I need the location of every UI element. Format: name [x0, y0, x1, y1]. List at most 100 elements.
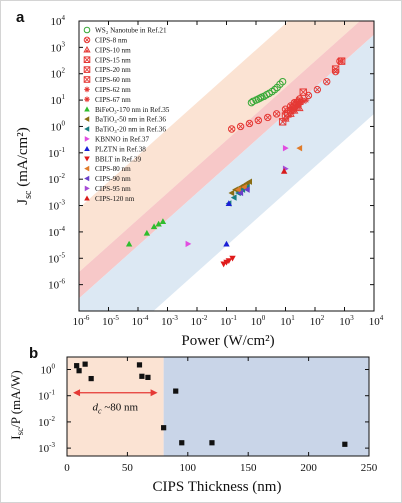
- data-point: [125, 240, 133, 247]
- panel-label-b: b: [29, 345, 38, 362]
- legend-entry: CIPS-67 nm: [84, 96, 131, 104]
- legend-entry: WS₂ Nanotube in Ref.21: [83, 27, 167, 35]
- legend-entry: BaTiO₃-50 nm in Ref.36: [84, 116, 166, 124]
- y-axis-title-b: Isc/P (mA/W): [8, 370, 25, 440]
- x-tick-label: 102: [310, 314, 325, 328]
- data-point: [313, 85, 322, 94]
- legend-marker: [84, 146, 90, 152]
- legend-label: CIPS-90 nm: [95, 175, 131, 183]
- y-tick-label: 10-5: [48, 251, 65, 265]
- data-point: [145, 374, 151, 380]
- data-point: [254, 116, 263, 125]
- data-point: [88, 375, 94, 382]
- y-tick-label: 104: [51, 14, 66, 28]
- data-point: [136, 362, 143, 368]
- legend-marker: [83, 66, 91, 73]
- legend-entry: CIPS-80 nm: [84, 165, 131, 173]
- legend-marker: [84, 136, 90, 142]
- legend-label: BBLT in Ref.39: [95, 155, 142, 163]
- legend-label: BaTiO₃-20 nm in Ref.36: [95, 126, 166, 134]
- legend-entry: BiFeO₃-170 nm in Ref.35: [84, 106, 170, 114]
- legend-marker: [83, 56, 91, 64]
- legend-entry: CIPS-120 nm: [84, 195, 135, 203]
- x-tick-label: 10-2: [191, 314, 208, 328]
- legend-entry: CIPS-20 nm: [83, 66, 131, 74]
- legend-label: CIPS-20 nm: [95, 66, 131, 74]
- x-tick-label: 50: [122, 462, 134, 474]
- legend-entry: CIPS-62 nm: [84, 86, 131, 94]
- x-tick-label: 101: [280, 314, 295, 328]
- legend-label: CIPS-15 nm: [95, 56, 131, 64]
- legend-entry: CIPS-90 nm: [84, 175, 131, 183]
- y-tick-label: 10-1: [48, 146, 65, 160]
- panel-label-a: a: [16, 9, 25, 26]
- y-tick-label: 102: [51, 67, 66, 81]
- legend-entry: CIPS-15 nm: [83, 56, 131, 64]
- data-point: [173, 388, 179, 394]
- data-point: [229, 255, 236, 262]
- legend-marker: [84, 126, 90, 132]
- data-point: [278, 77, 287, 86]
- data-point: [223, 240, 230, 247]
- data-point: [270, 85, 279, 94]
- data-point: [225, 200, 233, 207]
- y-tick-label: 10-4: [48, 225, 65, 239]
- y-tick-label: 10-2: [48, 172, 65, 186]
- legend-entry: PLZTN in Ref.38: [84, 145, 146, 153]
- legend-label: WS₂ Nanotube in Ref.21: [95, 27, 167, 35]
- y-tick-label: 10-6: [48, 278, 65, 292]
- data-point: [179, 440, 185, 446]
- x-tick-label: 10-3: [161, 314, 178, 328]
- legend-label: CIPS-60 nm: [95, 76, 131, 84]
- legend-label: CIPS-120 nm: [95, 195, 135, 203]
- legend-entry: BaTiO₃-20 nm in Ref.36: [84, 126, 166, 134]
- data-point: [243, 186, 250, 193]
- legend-marker: [83, 36, 91, 44]
- x-tick-label: 10-6: [73, 314, 90, 328]
- y-tick-label: 103: [51, 40, 66, 54]
- data-point: [337, 57, 346, 65]
- critical-thickness-label: dc ~80 nm: [93, 402, 139, 416]
- legend-label: PLZTN in Ref.38: [95, 145, 146, 153]
- data-point: [282, 144, 289, 152]
- data-point: [237, 189, 244, 197]
- x-tick-label: 104: [369, 314, 384, 328]
- data-point: [225, 258, 233, 265]
- data-point: [331, 65, 340, 73]
- legend-label: CIPS-95 nm: [95, 185, 131, 193]
- data-point: [76, 368, 82, 374]
- legend-marker: [84, 86, 90, 93]
- y-tick-label: 10-2: [38, 415, 55, 429]
- legend-label: CIPS-67 nm: [95, 96, 131, 104]
- data-point: [159, 218, 167, 224]
- data-point: [155, 220, 162, 227]
- data-point: [246, 178, 253, 185]
- legend-entry: CIPS-60 nm: [83, 76, 131, 84]
- legend-entry: BBLT in Ref.39: [84, 155, 142, 163]
- data-point: [296, 100, 303, 108]
- x-tick-label: 0: [64, 462, 70, 474]
- legend-marker: [84, 195, 90, 201]
- data-point: [296, 144, 303, 152]
- legend-marker: [84, 106, 90, 112]
- legend-label: CIPS-80 nm: [95, 165, 131, 173]
- region-2: [163, 357, 369, 456]
- region-1: [67, 357, 164, 456]
- x-axis-title-b: CIPS Thickness (nm): [153, 479, 282, 495]
- data-point: [185, 240, 192, 248]
- legend-label: CIPS-10 nm: [95, 46, 131, 54]
- data-point: [74, 363, 80, 369]
- legend-marker: [84, 175, 90, 182]
- band-region-1: [79, 21, 360, 273]
- legend-label: KBNNO in Ref.37: [95, 136, 150, 144]
- x-axis-title-a: Power (W/cm²): [181, 333, 274, 349]
- legend-entry: CIPS-10 nm: [83, 45, 131, 54]
- data-point: [323, 77, 331, 86]
- data-point: [280, 168, 288, 174]
- legend-entry: CIPS-95 nm: [84, 185, 131, 193]
- legend-entry: CIPS-8 nm: [83, 36, 128, 45]
- x-tick-label: 250: [361, 462, 378, 474]
- data-point: [150, 223, 158, 230]
- data-point: [143, 229, 151, 236]
- y-tick-label: 100: [51, 119, 66, 133]
